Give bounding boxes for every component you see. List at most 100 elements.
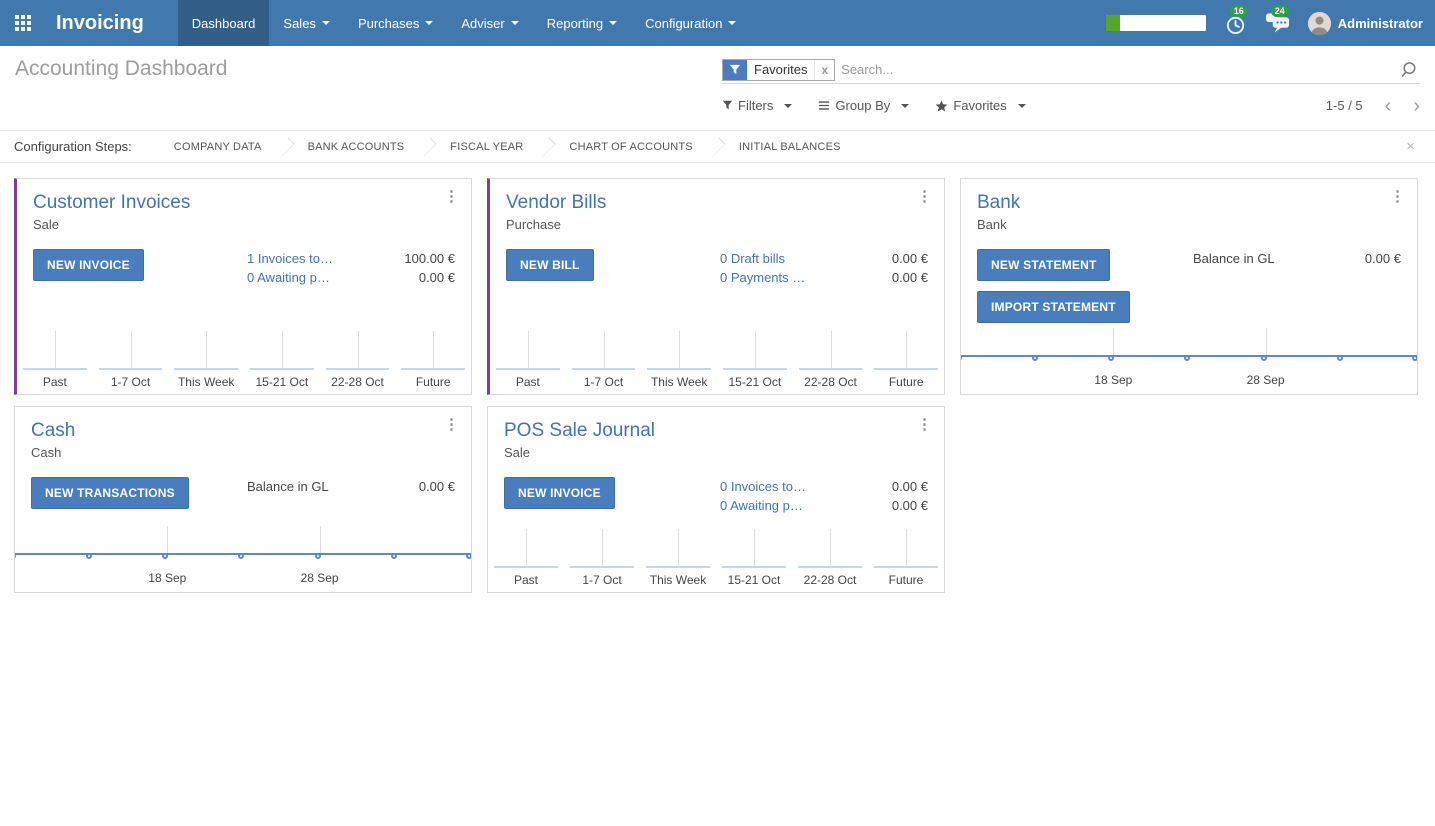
balance-in-gl-label: Balance in GL — [247, 479, 329, 494]
invoices-to-validate-link[interactable]: 1 Invoices to… — [247, 251, 333, 266]
messages-button[interactable]: 24 — [1265, 5, 1290, 34]
user-menu[interactable]: Administrator — [1307, 11, 1423, 35]
x-tick-label: 1-7 Oct — [582, 573, 622, 587]
new-statement-button[interactable]: NEW STATEMENT — [977, 249, 1111, 281]
invoices-to-validate-link[interactable]: 0 Invoices to… — [720, 479, 806, 494]
kebab-menu-icon[interactable]: ⋮ — [917, 188, 932, 205]
amount-value: 0.00 € — [418, 270, 455, 285]
amount-value: 0.00 € — [1364, 251, 1401, 266]
amount-value: 100.00 € — [404, 251, 455, 266]
step-fiscal-year[interactable]: FISCAL YEAR — [450, 140, 524, 153]
card-title[interactable]: Cash — [31, 420, 76, 441]
apps-grid-icon — [15, 15, 31, 31]
menu-sales[interactable]: Sales — [269, 0, 344, 46]
pager-previous-icon[interactable]: ‹ — [1384, 94, 1392, 117]
activity-clock-button[interactable]: 16 — [1224, 4, 1248, 35]
x-tick-label: 15-21 Oct — [255, 375, 309, 389]
configuration-steps-bar: Configuration Steps: COMPANY DATA BANK A… — [0, 130, 1435, 163]
awaiting-payments-link[interactable]: 0 Awaiting p… — [720, 498, 803, 513]
step-chart-of-accounts[interactable]: CHART OF ACCOUNTS — [569, 140, 693, 153]
new-invoice-button[interactable]: NEW INVOICE — [504, 477, 615, 509]
payments-link[interactable]: 0 Payments … — [720, 270, 806, 285]
journal-bar-chart[interactable]: Past 1-7 Oct This Week 15-21 Oct 22-28 O… — [17, 302, 471, 394]
step-initial-balances[interactable]: INITIAL BALANCES — [738, 140, 841, 153]
star-icon — [935, 99, 948, 111]
x-tick-label: Future — [888, 573, 924, 587]
card-title[interactable]: POS Sale Journal — [504, 420, 656, 441]
page-title: Accounting Dashboard — [15, 57, 228, 80]
card-title[interactable]: Customer Invoices — [33, 192, 191, 213]
amount-value: 0.00 € — [891, 251, 928, 266]
kebab-menu-icon[interactable]: ⋮ — [917, 416, 932, 433]
card-subtitle: Bank — [977, 217, 1007, 232]
new-invoice-button[interactable]: NEW INVOICE — [33, 249, 144, 281]
systray: 16 24 Administrator — [1105, 0, 1435, 46]
trial-progressbar[interactable] — [1105, 15, 1206, 31]
journal-line-chart[interactable]: 18 Sep 28 Sep — [15, 500, 471, 592]
apps-menu-button[interactable] — [0, 0, 46, 46]
new-transactions-button[interactable]: NEW TRANSACTIONS — [31, 477, 189, 509]
menu-reporting[interactable]: Reporting — [533, 0, 631, 46]
draft-bills-link[interactable]: 0 Draft bills — [720, 251, 786, 266]
card-title[interactable]: Vendor Bills — [506, 192, 607, 213]
journal-card-customer-invoices: ⋮ Customer Invoices Sale NEW INVOICE 1 I… — [14, 178, 472, 395]
chevron-down-icon — [784, 103, 793, 108]
search-icon[interactable] — [1397, 60, 1420, 79]
search-input[interactable] — [841, 62, 1397, 77]
journal-bar-chart[interactable]: Past 1-7 Oct This Week 15-21 Oct 22-28 O… — [488, 500, 944, 592]
user-name: Administrator — [1337, 15, 1423, 31]
amount-value: 0.00 € — [891, 270, 928, 285]
step-bank-accounts[interactable]: BANK ACCOUNTS — [307, 140, 405, 153]
chevron-down-icon — [425, 21, 434, 25]
x-tick-label: This Week — [649, 573, 707, 587]
x-tick-label: 22-28 Oct — [804, 375, 857, 389]
group-by-button[interactable]: Group By — [818, 98, 910, 113]
facet-remove-icon[interactable]: x — [814, 59, 835, 80]
card-title[interactable]: Bank — [977, 192, 1021, 213]
amount-value: 0.00 € — [891, 479, 928, 494]
awaiting-payments-link[interactable]: 0 Awaiting p… — [247, 270, 330, 285]
pager-next-icon[interactable]: › — [1413, 94, 1420, 117]
card-subtitle: Sale — [33, 217, 60, 232]
x-tick-label: 18 Sep — [1094, 373, 1133, 387]
chevron-down-icon — [1017, 103, 1026, 108]
main-menu: Dashboard Sales Purchases Adviser Report… — [177, 0, 751, 46]
avatar — [1307, 11, 1331, 35]
new-bill-button[interactable]: NEW BILL — [506, 249, 594, 281]
search-options-row: Filters Group By Favorites 1-5 / 5 ‹ › — [722, 94, 1420, 117]
group-by-lines-icon — [819, 101, 830, 110]
favorites-button[interactable]: Favorites — [935, 98, 1026, 113]
filters-button[interactable]: Filters — [722, 98, 793, 113]
activity-badge: 16 — [1229, 4, 1248, 17]
app-brand[interactable]: Invoicing — [56, 11, 144, 34]
chevron-down-icon — [609, 21, 618, 25]
x-tick-label: 1-7 Oct — [110, 375, 151, 389]
journal-card-pos-sale: ⋮ POS Sale Journal Sale NEW INVOICE 0 In… — [487, 406, 945, 593]
chevron-down-icon — [728, 21, 737, 25]
journal-card-bank: ⋮ Bank Bank NEW STATEMENT IMPORT STATEME… — [960, 178, 1418, 395]
journal-bar-chart[interactable]: Past 1-7 Oct This Week 15-21 Oct 22-28 O… — [490, 302, 944, 394]
menu-dashboard[interactable]: Dashboard — [177, 0, 270, 46]
x-tick-label: 28 Sep — [1246, 373, 1285, 387]
pager: 1-5 / 5 ‹ › — [1325, 94, 1420, 117]
pager-value[interactable]: 1-5 / 5 — [1325, 98, 1363, 113]
kebab-menu-icon[interactable]: ⋮ — [1390, 188, 1405, 205]
menu-adviser[interactable]: Adviser — [447, 0, 532, 46]
kebab-menu-icon[interactable]: ⋮ — [444, 188, 459, 205]
kebab-menu-icon[interactable]: ⋮ — [444, 416, 459, 433]
x-tick-label: 18 Sep — [148, 571, 187, 585]
import-statement-button[interactable]: IMPORT STATEMENT — [977, 291, 1130, 323]
close-icon[interactable]: × — [1406, 138, 1415, 155]
messages-badge: 24 — [1270, 5, 1289, 17]
journal-card-vendor-bills: ⋮ Vendor Bills Purchase NEW BILL 0 Draft… — [487, 178, 945, 395]
search-facet-favorites: Favorites x — [722, 58, 836, 81]
x-tick-label: 22-28 Oct — [803, 573, 857, 587]
journal-line-chart[interactable]: 18 Sep 28 Sep — [961, 302, 1417, 394]
x-tick-label: 28 Sep — [300, 571, 339, 585]
journal-card-cash: ⋮ Cash Cash NEW TRANSACTIONS Balance in … — [14, 406, 472, 593]
amount-value: 0.00 € — [891, 498, 928, 513]
menu-configuration[interactable]: Configuration — [631, 0, 750, 46]
x-tick-label: 22-28 Oct — [331, 375, 384, 389]
menu-purchases[interactable]: Purchases — [344, 0, 447, 46]
step-company-data[interactable]: COMPANY DATA — [173, 140, 262, 153]
